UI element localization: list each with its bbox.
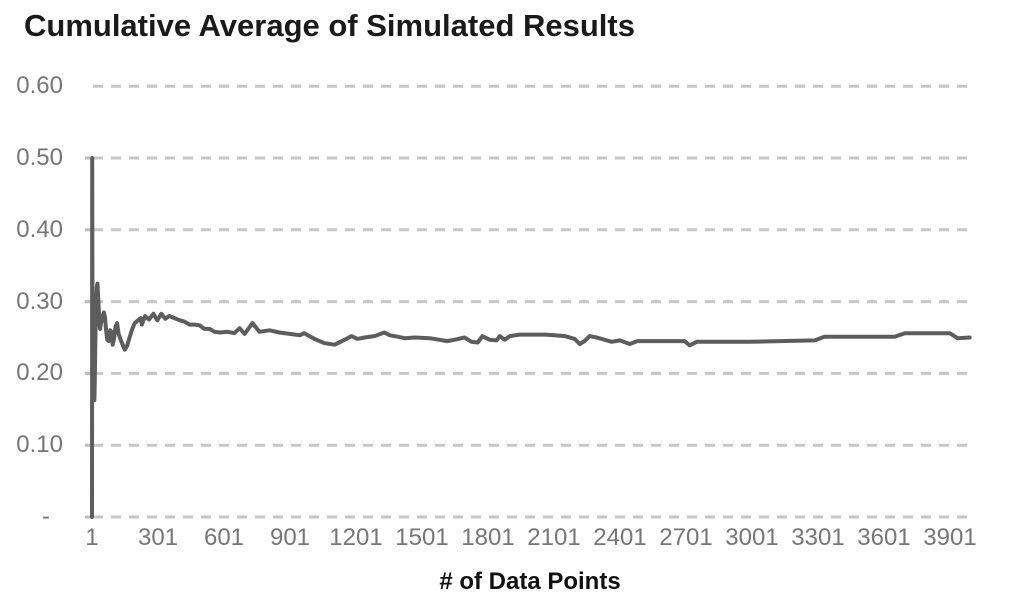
y-axis-label: 0.10 bbox=[16, 431, 63, 459]
x-axis-label: 1201 bbox=[329, 524, 383, 551]
x-axis-label: 1 bbox=[85, 524, 99, 551]
x-axis-label: 1801 bbox=[461, 524, 515, 551]
x-axis-label: 2701 bbox=[659, 524, 713, 551]
y-axis-label: 0.50 bbox=[16, 144, 63, 171]
x-axis-label: 2101 bbox=[527, 524, 581, 551]
x-axis-label: 901 bbox=[269, 524, 311, 551]
x-axis-label: 3901 bbox=[923, 524, 977, 551]
data-line-cumulative-average bbox=[90, 156, 972, 519]
x-axis-label: 2401 bbox=[593, 524, 647, 551]
x-axis-label: 301 bbox=[137, 524, 179, 551]
y-axis-label: 0.30 bbox=[16, 287, 63, 315]
x-axis-label: 3301 bbox=[791, 524, 845, 551]
x-axis-label: 3601 bbox=[857, 524, 911, 551]
x-axis-label: 601 bbox=[203, 524, 245, 551]
y-axis-label: 0.60 bbox=[16, 72, 63, 100]
y-axis-label: 0.20 bbox=[16, 359, 63, 387]
x-axis-label: 3001 bbox=[725, 524, 779, 551]
x-axis-label: 1501 bbox=[395, 524, 449, 551]
y-axis-label: 0.40 bbox=[16, 215, 63, 243]
x-axis-title: # of Data Points bbox=[439, 568, 621, 595]
chart-title: Cumulative Average of Simulated Results bbox=[24, 8, 635, 43]
y-axis-label: - bbox=[42, 503, 50, 530]
